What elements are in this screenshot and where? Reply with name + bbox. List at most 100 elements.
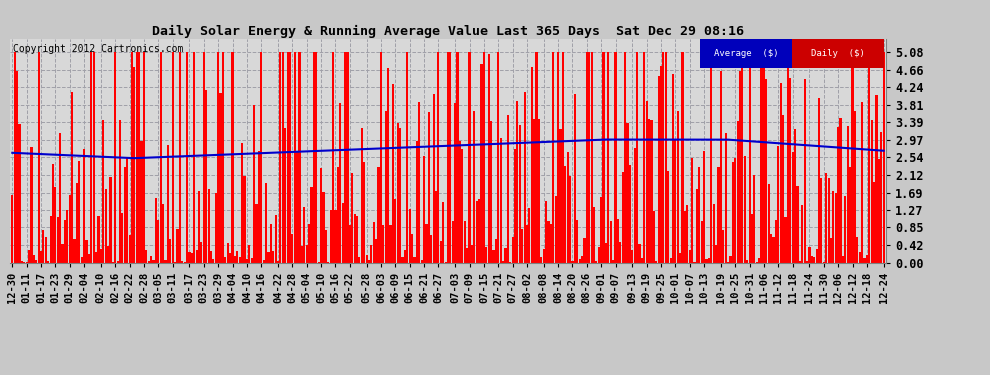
Bar — [746, 260, 748, 262]
Bar — [152, 260, 154, 262]
Bar — [401, 257, 404, 262]
Bar — [428, 112, 430, 262]
Bar — [851, 52, 853, 262]
Bar — [760, 52, 762, 262]
Bar — [595, 261, 598, 262]
Bar — [406, 52, 408, 262]
Bar — [775, 220, 777, 262]
Bar — [689, 250, 691, 262]
Bar — [340, 102, 342, 262]
Bar — [232, 52, 234, 262]
Bar — [524, 92, 526, 262]
Bar — [117, 261, 119, 262]
Bar — [181, 261, 183, 262]
Bar — [777, 146, 779, 262]
Bar — [801, 204, 803, 262]
Bar — [681, 52, 684, 262]
Bar — [521, 229, 524, 262]
Bar — [193, 52, 195, 262]
Bar — [353, 214, 355, 262]
Bar — [215, 193, 217, 262]
Bar — [64, 220, 66, 262]
Bar — [564, 166, 566, 262]
Bar — [531, 67, 533, 262]
Bar — [389, 225, 392, 262]
Bar — [821, 178, 823, 262]
Bar — [351, 173, 353, 262]
Bar — [578, 260, 581, 262]
Bar — [179, 52, 181, 262]
Bar — [708, 258, 710, 262]
Bar — [267, 252, 269, 262]
Bar — [138, 52, 141, 262]
Bar — [849, 166, 851, 262]
Bar — [725, 133, 727, 262]
Bar — [83, 149, 85, 262]
Bar — [543, 249, 545, 262]
Bar — [220, 93, 222, 262]
Bar — [43, 230, 45, 262]
Bar — [622, 172, 624, 262]
Bar — [196, 251, 198, 262]
Bar — [739, 70, 742, 262]
Bar — [581, 256, 583, 262]
Bar — [176, 229, 178, 262]
Bar — [76, 183, 78, 262]
Bar — [399, 128, 401, 262]
Bar — [519, 124, 521, 262]
Bar — [782, 115, 784, 262]
FancyBboxPatch shape — [792, 39, 884, 68]
Bar — [545, 201, 547, 262]
Bar — [615, 52, 617, 262]
Bar — [404, 250, 406, 262]
Bar — [191, 252, 193, 262]
Bar — [684, 211, 686, 262]
Bar — [131, 52, 133, 262]
Bar — [289, 52, 291, 262]
Bar — [126, 158, 129, 262]
Bar — [97, 216, 100, 262]
Bar — [255, 204, 257, 262]
Bar — [229, 253, 232, 262]
Bar — [468, 52, 470, 262]
Bar — [61, 244, 63, 262]
Bar — [11, 195, 14, 262]
Bar — [423, 156, 425, 262]
Text: Average  ($): Average ($) — [714, 50, 778, 58]
Bar — [502, 261, 504, 262]
Bar — [277, 261, 279, 262]
Bar — [478, 199, 480, 262]
Bar — [348, 225, 350, 262]
Bar — [784, 217, 787, 262]
Bar — [387, 68, 389, 262]
Bar — [863, 258, 865, 262]
Bar — [370, 245, 372, 262]
Bar — [167, 146, 169, 262]
Bar — [713, 204, 715, 262]
Bar — [198, 191, 200, 262]
Bar — [332, 52, 335, 262]
Bar — [632, 250, 634, 262]
Bar — [36, 260, 38, 262]
Bar — [303, 207, 306, 262]
Bar — [28, 250, 30, 262]
Bar — [644, 52, 645, 262]
Bar — [368, 260, 370, 262]
Bar — [753, 175, 755, 262]
Bar — [603, 52, 605, 262]
Bar — [806, 261, 808, 262]
Bar — [842, 256, 844, 262]
Bar — [655, 261, 657, 262]
Bar — [840, 118, 842, 262]
Bar — [701, 221, 703, 262]
Bar — [473, 111, 475, 262]
Bar — [337, 166, 339, 262]
Bar — [157, 220, 159, 262]
Bar — [480, 64, 482, 262]
Bar — [566, 152, 568, 262]
Bar — [433, 94, 435, 262]
Bar — [856, 237, 858, 262]
Bar — [830, 238, 832, 262]
Bar — [360, 128, 363, 262]
Bar — [686, 205, 688, 262]
